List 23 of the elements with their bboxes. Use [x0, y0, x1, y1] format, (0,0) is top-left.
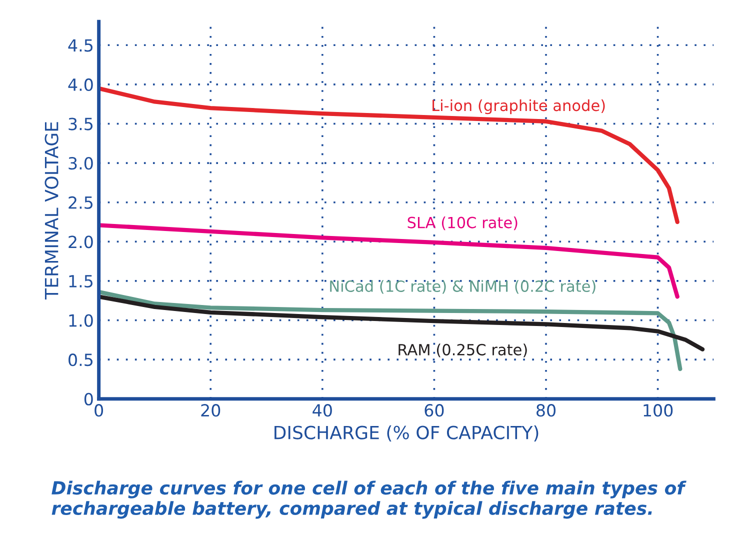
- x-tick-label: 0: [94, 404, 104, 417]
- y-tick-label: 1.0: [69, 314, 93, 327]
- y-tick-label: 2.0: [68, 236, 93, 248]
- x-tick-label: 60: [424, 404, 444, 417]
- y-tick-label: 3.0: [68, 157, 93, 170]
- y-axis-title: TERMINAL VOLTAGE: [44, 122, 58, 300]
- y-tick-label: 2.5: [68, 196, 93, 209]
- y-tick-label: 4.5: [68, 39, 93, 52]
- series-label: RAM (0.25C rate): [398, 344, 527, 358]
- series-label: NiCad (1C rate) & NiMH (0.2C rate): [330, 280, 596, 294]
- series-label: Li-ion (graphite anode): [432, 99, 605, 114]
- x-tick-label: 20: [201, 404, 220, 417]
- y-tick-label: 4.0: [68, 78, 93, 92]
- series-label: SLA (10C rate): [408, 216, 518, 230]
- x-tick-label: 100: [644, 404, 673, 417]
- x-axis-title: DISCHARGE (% OF CAPACITY): [274, 425, 538, 442]
- text: Discharge curves for one cell of each of the five main types of rechargeable battery, compared at typical discharge rates.: [52, 480, 686, 519]
- x-tick-label: 80: [536, 404, 556, 417]
- y-tick-label: 3.5: [68, 118, 93, 130]
- y-tick-label: 1.5: [69, 275, 93, 288]
- y-tick-label: 0.5: [68, 354, 93, 366]
- x-tick-label: 40: [312, 404, 332, 417]
- y-tick-label: 0: [84, 392, 93, 406]
